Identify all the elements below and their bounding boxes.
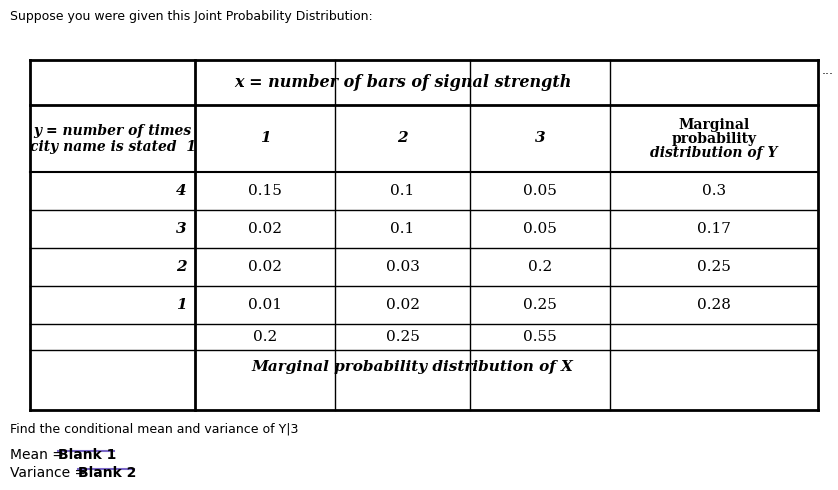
Text: Variance =: Variance =: [10, 466, 91, 480]
Text: 0.25: 0.25: [523, 298, 557, 312]
Text: Suppose you were given this Joint Probability Distribution:: Suppose you were given this Joint Probab…: [10, 10, 373, 23]
Text: distribution of Y: distribution of Y: [650, 146, 778, 160]
Text: 0.02: 0.02: [248, 260, 282, 274]
Text: 0.01: 0.01: [248, 298, 282, 312]
Text: 0.03: 0.03: [385, 260, 420, 274]
Text: Blank 2: Blank 2: [78, 466, 137, 480]
Text: Blank 1: Blank 1: [58, 448, 116, 462]
Text: probability: probability: [671, 131, 757, 146]
Text: Mean =: Mean =: [10, 448, 68, 462]
Text: city name is stated  1: city name is stated 1: [29, 140, 195, 153]
Text: 3: 3: [176, 222, 187, 236]
Text: 0.15: 0.15: [248, 184, 282, 198]
Text: 0.28: 0.28: [697, 298, 731, 312]
Text: y = number of times: y = number of times: [34, 123, 192, 138]
Text: 0.1: 0.1: [391, 184, 415, 198]
Text: ...: ...: [822, 64, 834, 77]
Text: 0.1: 0.1: [391, 222, 415, 236]
Text: 0.25: 0.25: [385, 330, 420, 344]
Text: 1: 1: [260, 131, 271, 146]
Text: 0.02: 0.02: [248, 222, 282, 236]
Text: 4: 4: [176, 184, 187, 198]
Text: 0.05: 0.05: [523, 222, 557, 236]
Text: 0.3: 0.3: [702, 184, 726, 198]
Text: 0.02: 0.02: [385, 298, 420, 312]
Text: Marginal probability distribution of X: Marginal probability distribution of X: [251, 360, 573, 374]
Text: 0.25: 0.25: [697, 260, 731, 274]
Text: x = number of bars of signal strength: x = number of bars of signal strength: [234, 74, 572, 91]
Text: 0.55: 0.55: [523, 330, 557, 344]
Text: 0.2: 0.2: [253, 330, 277, 344]
Text: 0.05: 0.05: [523, 184, 557, 198]
Text: 2: 2: [176, 260, 187, 274]
Text: 0.17: 0.17: [697, 222, 731, 236]
Text: 2: 2: [397, 131, 408, 146]
Text: 3: 3: [535, 131, 546, 146]
Text: Find the conditional mean and variance of Y|3: Find the conditional mean and variance o…: [10, 422, 298, 435]
Text: 1: 1: [176, 298, 187, 312]
Text: 0.2: 0.2: [528, 260, 552, 274]
Text: Marginal: Marginal: [679, 118, 750, 131]
